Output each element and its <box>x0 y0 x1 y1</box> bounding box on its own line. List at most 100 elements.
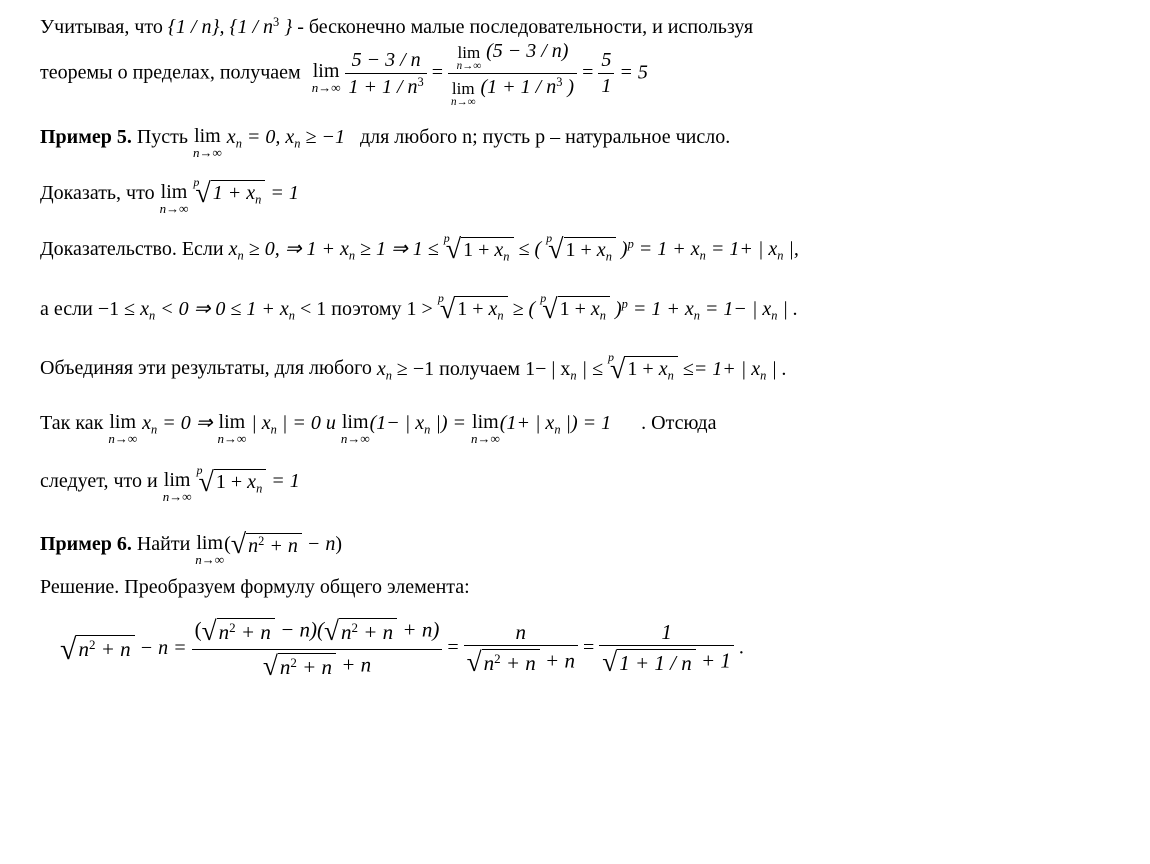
ll53t: lim <box>341 412 370 432</box>
lt5a: lim <box>193 126 222 146</box>
bfp4: + n <box>501 651 536 675</box>
ex6-expr: lim n→∞ (√n2 + n − n) <box>195 533 342 555</box>
ex6-label: Пример 6. <box>40 533 132 555</box>
lim-2b: lim n→∞ <box>451 80 475 108</box>
frac-2: lim n→∞ (5 − 3 / n) lim n→∞ (1 + 1 / n3 … <box>448 40 577 108</box>
eq1c: ≥ −1 <box>305 126 344 148</box>
ex5-combine: Объединяя эти результаты, для любого xn … <box>40 350 1110 388</box>
cp1: ) <box>621 238 628 260</box>
ex5-t2: для любого n; пусть p – натуральное числ… <box>360 126 730 148</box>
l3sn4: n <box>600 309 606 323</box>
ex6-lhs: √n2 + n − n = <box>60 637 192 659</box>
lrt: + 1 <box>696 648 731 672</box>
l2sn4: n <box>606 249 612 263</box>
lim-2a: lim n→∞ <box>457 44 481 72</box>
s2: n <box>294 136 300 150</box>
l5h: (1+ | x <box>500 412 555 434</box>
f1n: 5 − 3 / n <box>345 49 426 74</box>
ex5-t1: Пусть <box>132 126 193 148</box>
l5sn4: n <box>554 423 560 437</box>
l5b: x <box>137 412 151 434</box>
l5d: | x <box>246 412 270 434</box>
pe2: p <box>622 297 628 311</box>
l5a: Так как <box>40 412 108 434</box>
f1d: 1 + 1 / n3 <box>345 74 426 99</box>
ex5-eq1: lim n→∞ xn = 0, xn ≥ −1 <box>193 126 350 148</box>
ex5-label: Пример 5. <box>40 126 132 148</box>
l5sn3: n <box>424 423 430 437</box>
l2sn5: n <box>700 248 706 262</box>
ex6-sol-text: Решение. Преобразуем формулу общего элем… <box>40 574 1110 600</box>
bfo1: ( <box>195 618 202 642</box>
l3c: < 1 поэтому 1 > <box>300 298 438 320</box>
lb5a: n→∞ <box>193 146 222 159</box>
ex6op: ( <box>224 533 231 555</box>
ex6cl: ) <box>335 533 342 555</box>
l3g: | . <box>783 298 799 320</box>
bf2d: √n2 + n + n <box>464 646 578 678</box>
l6sn: n <box>256 481 262 495</box>
e6mn: − n <box>302 533 336 555</box>
l4sn4: n <box>760 368 766 382</box>
lim-l5-4: lim n→∞ <box>471 412 500 445</box>
bf2n: n <box>464 620 578 646</box>
cp2: ) <box>615 298 622 320</box>
l4sn1: n <box>386 368 392 382</box>
rad1: 1 + x <box>213 182 255 204</box>
l4sn2: n <box>570 368 576 382</box>
lt2b: lim <box>451 80 475 97</box>
bf3n: 1 <box>599 620 734 646</box>
l3sn6: n <box>771 308 777 322</box>
ex5-head: Пример 5. Пусть lim n→∞ xn = 0, xn ≥ −1 … <box>40 124 1110 159</box>
l2e: = 1 + x <box>639 238 700 260</box>
l5sn1: n <box>151 423 157 437</box>
f2d-a: (1 + 1 / n <box>475 76 556 98</box>
ex6-sol: Решение. Преобразуем формулу общего элем… <box>40 576 470 598</box>
l5c: = 0 ⇒ <box>162 412 217 434</box>
ex5-prove-eq: lim n→∞ p√1 + xn = 1 <box>160 182 299 204</box>
ll53b: n→∞ <box>341 432 370 445</box>
seq-text: {1 / n}, {1 / n <box>168 16 273 38</box>
l3d: ≥ ( <box>513 298 541 320</box>
frac-3: 5 1 <box>598 49 614 98</box>
pl5: lim n→∞ p√1 + xn = 1 <box>163 470 300 492</box>
lim-ex5b: lim n→∞ <box>160 182 189 215</box>
ex5-t4: Доказательство. Если <box>40 238 229 260</box>
intro-eq: lim n→∞ 5 − 3 / n 1 + 1 / n3 = lim n→∞ (… <box>312 40 648 108</box>
intro-tail: = 5 <box>619 61 648 83</box>
lb2a: n→∞ <box>457 61 481 72</box>
ll6b: n→∞ <box>163 490 192 503</box>
l3e: = 1 + x <box>633 298 694 320</box>
bf1n: (√n2 + n − n)(√n2 + n + n) <box>192 616 443 649</box>
l2sn1: n <box>238 248 244 262</box>
lim-top: lim <box>312 61 341 81</box>
pl3: xn ≥ −1 получаем 1− | xn | ≤ p√1 + xn ≤=… <box>377 358 787 380</box>
pe1: p <box>628 237 634 251</box>
f3n: 5 <box>598 49 614 74</box>
bfm2: + n) <box>397 618 439 642</box>
f2d-cl: ) <box>562 76 574 98</box>
intro-t2: - бесконечно малые последовательности, и… <box>297 16 753 38</box>
ll51t: lim <box>108 412 137 432</box>
ex5-hence: следует, что и lim n→∞ p√1 + xn = 1 <box>40 463 1110 503</box>
l4b: ≥ −1 получаем 1− | x <box>397 358 570 380</box>
l2b: ≥ 0, ⇒ 1 + x <box>249 238 349 260</box>
l3sn3: n <box>497 309 503 323</box>
l3sn1: n <box>149 308 155 322</box>
l2sn3: n <box>503 249 509 263</box>
l2sn2: n <box>349 248 355 262</box>
ex5-since: Так как lim n→∞ xn = 0 ⇒ lim n→∞ | xn | … <box>40 410 1110 445</box>
lim-l5-1: lim n→∞ <box>108 412 137 445</box>
l3f: = 1− | x <box>705 298 771 320</box>
lim-ex5a: lim n→∞ <box>193 126 222 159</box>
lb2b: n→∞ <box>451 97 475 108</box>
l2d: ≤ ( <box>519 238 547 260</box>
l5j: . Отсюда <box>641 412 716 434</box>
l3pre: а если −1 ≤ <box>40 298 140 320</box>
e6pn1: + n <box>264 535 298 557</box>
ex6-bigeq: √n2 + n − n = (√n2 + n − n)(√n2 + n + n)… <box>60 616 1110 682</box>
l5i: |) = 1 <box>566 412 612 434</box>
eq1b: = 0, x <box>247 126 294 148</box>
bfp3: + n <box>297 655 332 679</box>
s1: n <box>236 136 242 150</box>
